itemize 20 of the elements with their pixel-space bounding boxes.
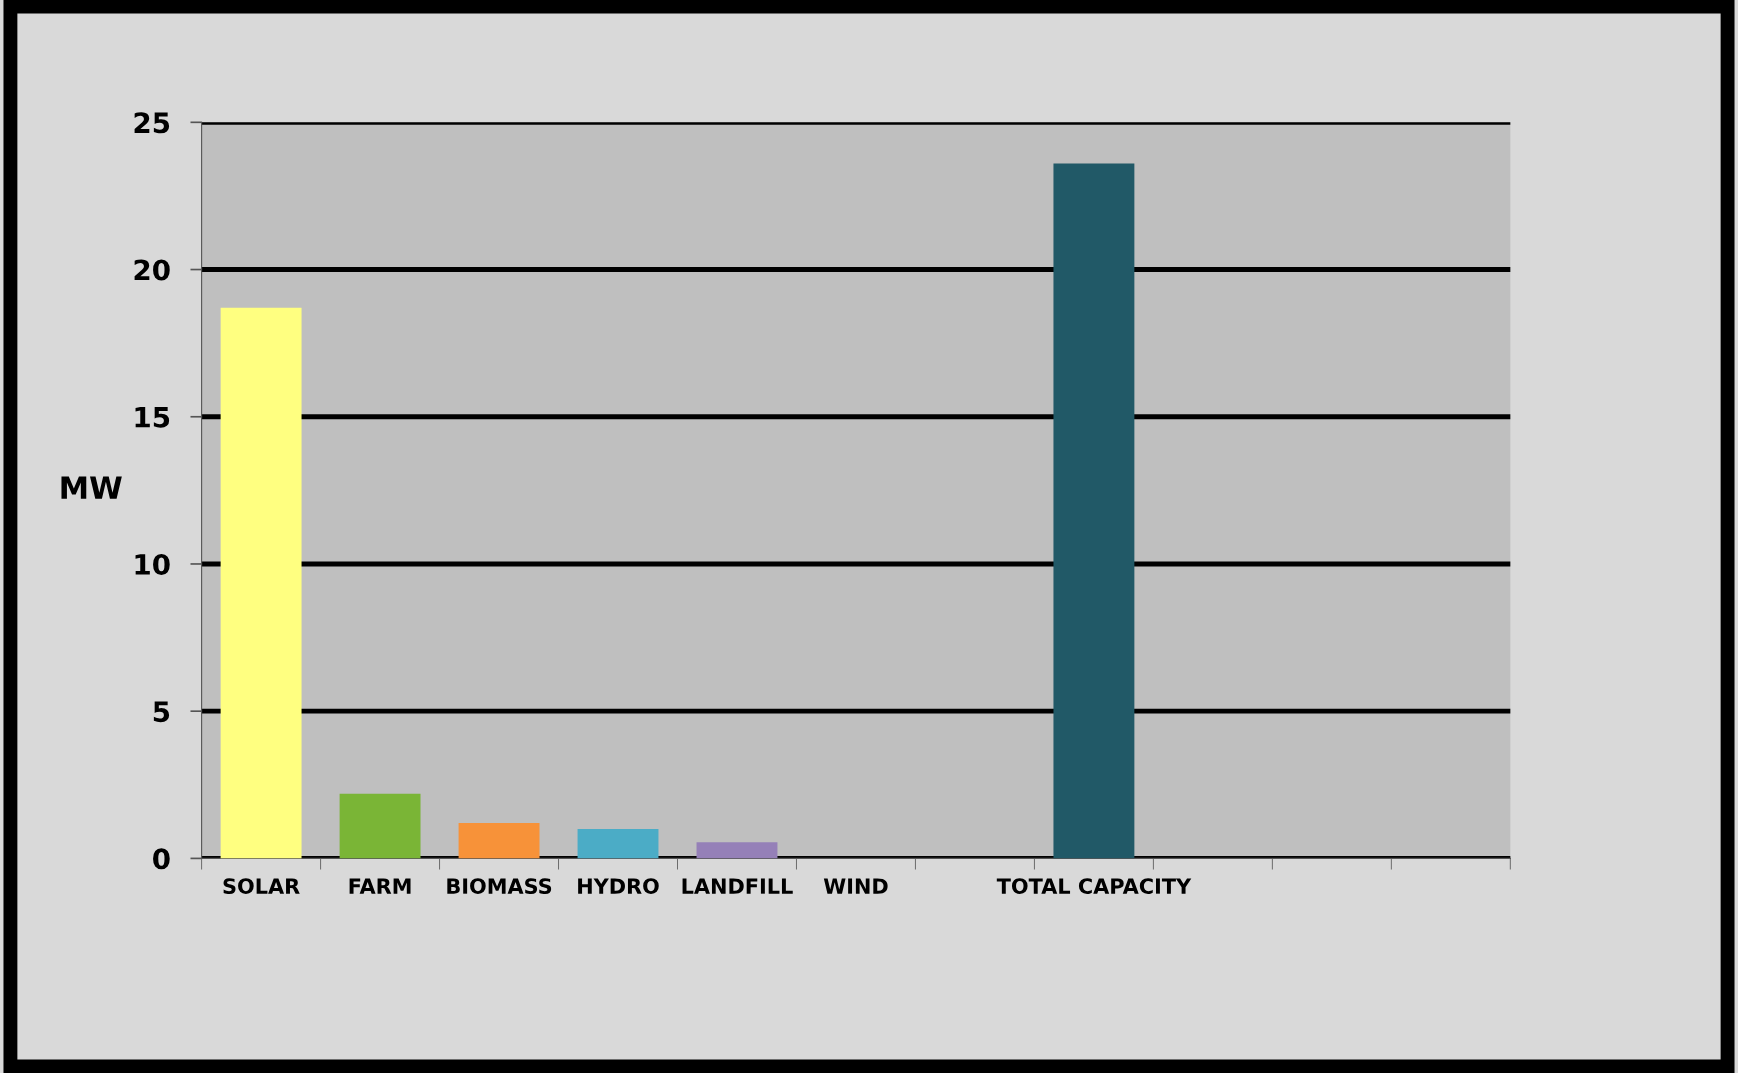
x-tick-label: SOLAR bbox=[223, 878, 300, 894]
x-tick-label: TOTAL CAPACITY bbox=[996, 878, 1192, 894]
y-tick-label: 0 bbox=[153, 848, 170, 870]
bar bbox=[696, 842, 778, 859]
x-tick-label: BIOMASS bbox=[447, 878, 552, 894]
x-tick-label: FARM bbox=[349, 878, 411, 894]
y-tick-label: 15 bbox=[135, 407, 170, 428]
bar bbox=[220, 307, 302, 859]
y-tick-label: 5 bbox=[153, 701, 170, 723]
y-tick-label: 20 bbox=[134, 259, 170, 281]
bar bbox=[577, 828, 659, 859]
y-axis-title: MW bbox=[61, 476, 122, 499]
x-tick-label: LANDFILL bbox=[682, 878, 793, 894]
bar bbox=[1053, 163, 1135, 859]
bar bbox=[458, 823, 540, 859]
x-tick-label: HYDRO bbox=[578, 878, 659, 894]
x-tick-label: WIND bbox=[823, 878, 888, 894]
bar bbox=[339, 793, 421, 859]
y-tick-label: 10 bbox=[135, 553, 170, 575]
y-tick-label: 25 bbox=[134, 112, 170, 134]
